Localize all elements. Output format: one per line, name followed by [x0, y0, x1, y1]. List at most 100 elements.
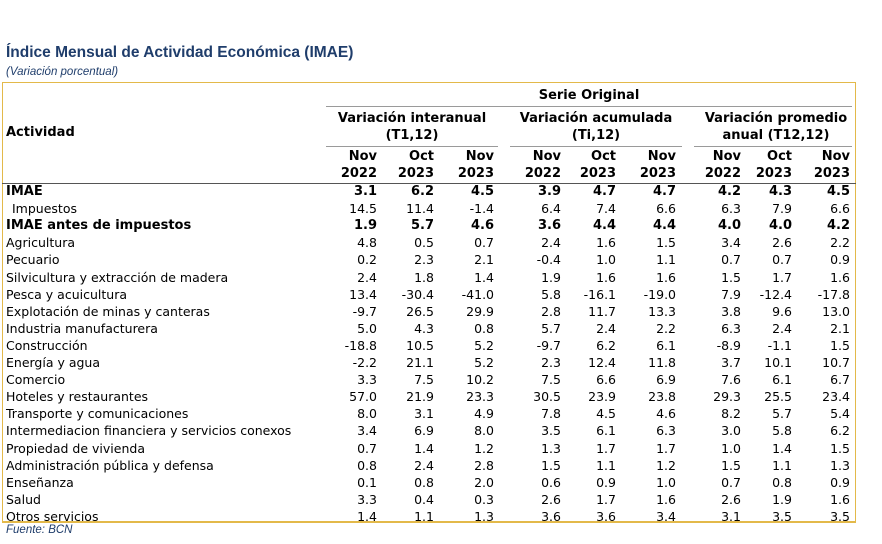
row-value: 1.8: [414, 269, 434, 285]
row-value: 4.7: [652, 184, 676, 199]
row-value: 1.7: [656, 440, 676, 456]
table-row: Comercio 3.3 7.5 10.2 7.5 6.6 6.9 7.6 6.1 6.7: [0, 371, 882, 388]
row-value: -12.4: [759, 286, 792, 302]
row-value: 3.5: [772, 508, 792, 524]
period-year: 2023: [397, 166, 434, 181]
row-value: 1.4: [414, 440, 434, 456]
row-value: 1.0: [721, 440, 741, 456]
row-value: 23.8: [648, 389, 676, 405]
row-value: 5.7: [410, 218, 434, 234]
row-value: 0.9: [830, 474, 850, 490]
row-value: 6.9: [414, 423, 434, 439]
row-value: 0.9: [596, 474, 616, 490]
row-value: 3.3: [357, 491, 377, 507]
group-interanual-line1: Variación interanual: [337, 111, 487, 126]
row-value: 1.0: [596, 252, 616, 268]
rule-group-2: [510, 146, 682, 147]
table-row: Silvicultura y extracción de madera 2.4 1.…: [0, 269, 882, 286]
row-value: 0.8: [357, 457, 377, 473]
row-value: 2.1: [474, 252, 494, 268]
group-acumulada-line1: Variación acumulada: [519, 111, 673, 126]
row-value: -9.7: [536, 337, 561, 353]
row-value: 6.2: [596, 337, 616, 353]
row-value: 3.8: [721, 303, 741, 319]
row-value: 2.8: [474, 457, 494, 473]
period-year: 2022: [340, 166, 377, 181]
table-row: Explotación de minas y canteras -9.7 26.5 2…: [0, 303, 882, 320]
row-value: 6.1: [772, 372, 792, 388]
row-value: 1.5: [656, 235, 676, 251]
row-value: 3.0: [721, 423, 741, 439]
row-value: 25.5: [764, 389, 792, 405]
row-value: 5.0: [357, 320, 377, 336]
row-value: 5.2: [474, 337, 494, 353]
row-value: 2.2: [656, 320, 676, 336]
row-value: 6.9: [656, 372, 676, 388]
row-value: 5.8: [772, 423, 792, 439]
table-row: Pesca y acuicultura 13.4 -30.4 -41.0 5.8 -16.…: [0, 286, 882, 303]
row-value: 0.7: [721, 474, 741, 490]
row-value: 1.1: [596, 457, 616, 473]
row-value: 21.1: [406, 355, 434, 370]
row-value: 14.5: [349, 201, 377, 217]
row-value: 23.3: [466, 389, 494, 405]
period-year: 2023: [813, 166, 850, 181]
row-value: 6.2: [410, 184, 434, 199]
row-label: Transporte y comunicaciones: [6, 406, 189, 422]
row-label: Enseñanza: [6, 474, 74, 490]
rule-header-bottom: [2, 183, 856, 184]
row-value: 1.4: [772, 440, 792, 456]
row-value: 8.0: [357, 406, 377, 422]
row-value: 4.5: [470, 184, 494, 199]
row-value: 0.2: [357, 252, 377, 268]
row-value: 3.7: [721, 355, 741, 370]
row-value: 5.7: [772, 406, 792, 422]
report-title: Índice Mensual de Actividad Económica (I…: [6, 44, 354, 61]
row-value: 1.6: [596, 235, 616, 251]
row-value: 3.5: [541, 423, 561, 439]
table-row: Intermediacion financiera y servicios co…: [0, 422, 882, 439]
row-value: 1.7: [596, 440, 616, 456]
period-month: Nov: [821, 149, 850, 164]
table-row: IMAE antes de impuestos 1.9 5.7 4.6 3.6 4.4 4.…: [0, 217, 882, 234]
period-month: Nov: [647, 149, 676, 164]
row-label: Construcción: [6, 337, 88, 353]
row-value: 10.1: [764, 355, 792, 370]
row-value: -1.4: [469, 201, 494, 217]
row-value: 0.5: [414, 235, 434, 251]
row-value: 1.1: [772, 457, 792, 473]
period-year: 2022: [524, 166, 561, 181]
row-value: 4.0: [717, 218, 741, 234]
row-value: 1.2: [474, 440, 494, 456]
row-value: 6.7: [830, 372, 850, 388]
period-year: 2023: [639, 166, 676, 181]
row-value: 6.1: [656, 337, 676, 353]
period-month: Nov: [348, 149, 377, 164]
row-value: 8.0: [474, 423, 494, 439]
table-row: Energía y agua -2.2 21.1 5.2 2.3 12.4 11.8 3.7 1…: [0, 354, 882, 371]
group-acumulada-line2: (Ti,12): [571, 128, 621, 143]
row-value: 1.3: [474, 508, 494, 524]
row-label: Intermediacion financiera y servicios co…: [6, 423, 292, 439]
table-row: Otros servicios 1.4 1.1 1.3 3.6 3.6 3.4 3.1 3.5 3…: [0, 508, 882, 525]
row-value: 4.6: [656, 406, 676, 422]
row-value: -19.0: [643, 286, 676, 302]
row-value: 1.9: [772, 491, 792, 507]
row-value: 0.7: [772, 252, 792, 268]
row-value: 7.9: [721, 286, 741, 302]
row-value: 3.4: [656, 508, 676, 524]
row-value: 3.4: [357, 423, 377, 439]
row-value: 1.9: [353, 218, 377, 234]
row-value: 3.4: [721, 235, 741, 251]
group-interanual-line2: (T1,12): [385, 128, 439, 143]
row-value: 6.6: [596, 372, 616, 388]
table-row: IMAE 3.1 6.2 4.5 3.9 4.7 4.7 4.2 4.3 4.5: [0, 183, 882, 200]
row-value: 4.5: [826, 184, 850, 199]
row-label: Industria manufacturera: [6, 320, 158, 336]
row-value: 2.6: [772, 235, 792, 251]
row-value: -9.7: [352, 303, 377, 319]
row-value: 1.1: [414, 508, 434, 524]
row-value: 1.6: [830, 491, 850, 507]
group-promedio-line1: Variación promedio: [704, 111, 848, 126]
row-value: 3.1: [353, 184, 377, 199]
